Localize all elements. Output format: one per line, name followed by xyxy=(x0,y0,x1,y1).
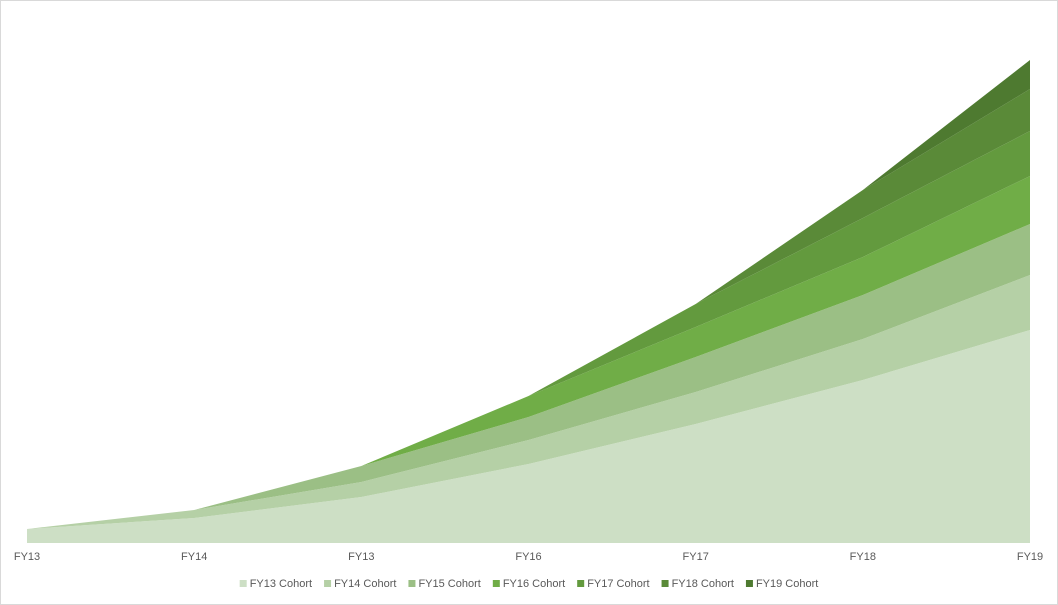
legend-swatch xyxy=(745,580,753,587)
legend-swatch xyxy=(324,580,332,587)
legend-label: FY18 Cohort xyxy=(672,578,734,590)
legend: FY13 Cohort FY14 Cohort FY15 Cohort FY16 Co… xyxy=(239,578,818,590)
area xyxy=(27,330,1030,543)
x-tick-label: FY13 xyxy=(14,551,40,563)
x-tick-label: FY13 xyxy=(348,551,374,563)
x-tick-label: FY19 xyxy=(1017,551,1043,563)
legend-swatch xyxy=(239,580,247,587)
legend-label: FY13 Cohort xyxy=(250,578,312,590)
legend-label: FY16 Cohort xyxy=(503,578,565,590)
legend-label: FY19 Cohort xyxy=(756,578,818,590)
x-tick-label: FY18 xyxy=(850,551,876,563)
legend-label: FY17 Cohort xyxy=(587,578,649,590)
legend-label: FY15 Cohort xyxy=(418,578,480,590)
legend-label: FY14 Cohort xyxy=(334,578,396,590)
legend-swatch xyxy=(661,580,669,587)
legend-swatch xyxy=(577,580,585,587)
legend-swatch xyxy=(492,580,500,587)
x-tick-label: FY16 xyxy=(515,551,541,563)
x-tick-label: FY14 xyxy=(181,551,207,563)
x-tick-label: FY17 xyxy=(683,551,709,563)
legend-swatch xyxy=(408,580,416,587)
